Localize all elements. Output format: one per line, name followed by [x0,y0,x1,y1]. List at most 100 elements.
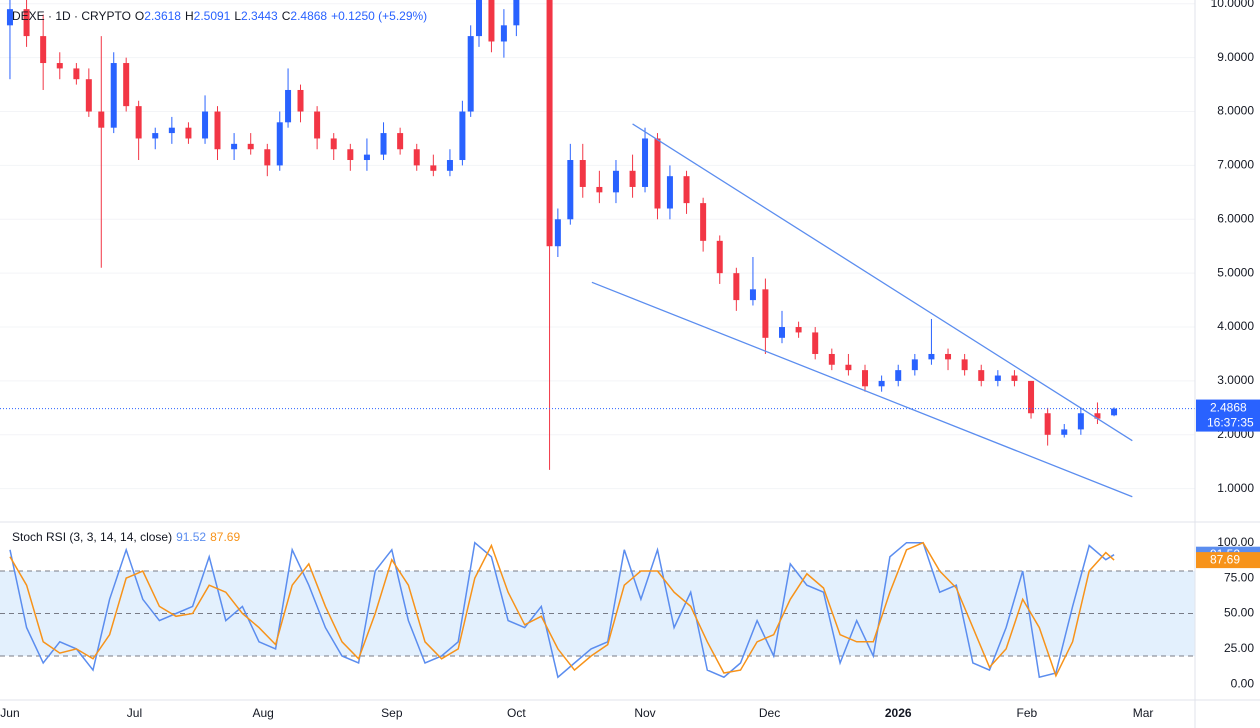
candle-body [297,89,304,112]
d-value: 87.69 [210,530,241,544]
y-tick-label: 4.0000 [1217,319,1254,333]
value: 2.4868 [290,9,328,23]
candle-body [895,370,902,381]
candle-body [40,36,47,64]
candle-body [666,176,673,209]
change: +0.1250 (+5.29%) [331,9,428,23]
y-tick-label: 8.0000 [1217,104,1254,118]
candle-body [1044,413,1051,435]
x-tick-label: Oct [507,706,526,720]
candle-body [596,186,603,193]
candle-body [363,154,370,161]
x-tick-label: Aug [252,706,273,720]
candle-body [716,240,723,274]
candle-body [795,327,802,333]
k-value: 91.52 [176,530,207,544]
candle-body [152,133,159,139]
candle-body [654,138,661,209]
candle-body [683,176,690,204]
candle-body [579,160,586,187]
symbol-legend: DEXE · 1D · CRYPTO O2.3618 H2.5091 L2.34… [12,9,427,23]
ohlc-low: L2.3443 [234,9,277,23]
price-pane [0,0,1195,498]
candle-body [500,25,507,42]
candle-body [978,370,985,381]
ohlc-high: H2.5091 [185,9,230,23]
candle-body [123,63,130,107]
x-tick-label: Mar [1133,706,1154,720]
candle-body [554,219,561,247]
candle-body [629,170,636,187]
indicator-title[interactable]: Stoch RSI (3, 3, 14, 14, close) [12,530,173,544]
countdown: 16:37:35 [1207,416,1254,430]
candle-body [994,375,1001,381]
candle-body [1011,375,1018,381]
candle-body [380,133,387,155]
candle-body [779,327,786,338]
y-tick-label: 6.0000 [1217,211,1254,225]
y-tick-label: 5.0000 [1217,265,1254,279]
candle-body [762,289,769,338]
y-tick-label: 7.0000 [1217,158,1254,172]
candle-body [642,138,649,187]
price-badge-label: 2.4868 [1210,401,1247,415]
label: H [184,9,194,23]
label: L [234,9,242,23]
candle-body [1111,408,1118,416]
candle-body [314,111,321,139]
symbol[interactable]: DEXE · 1D · CRYPTO [12,9,131,23]
candle-body [546,0,553,247]
price-badge [1196,399,1260,432]
candle-body [488,0,495,42]
y-tick-label: 9.0000 [1217,50,1254,64]
x-tick-label: Jun [0,706,19,720]
candle-body [413,149,420,166]
value: 2.3443 [241,9,278,23]
value: 2.5091 [193,9,231,23]
stoch-line [9,541,1115,679]
y-tick-label: 50.00 [1224,606,1254,620]
label: O [134,9,145,23]
candle-body [85,79,92,112]
candle-body [945,353,952,360]
x-tick-label: Jul [127,706,142,720]
candle-body [1061,429,1068,435]
candle-body [878,380,885,387]
candle-body [749,289,756,301]
candle-body [928,353,935,360]
candle-body [231,143,238,150]
indicator-legend: Stoch RSI (3, 3, 14, 14, close) 91.52 87… [12,530,240,544]
candle-body [185,127,192,139]
candle-body [285,89,292,123]
value-badge [1196,552,1260,569]
indicator-pane [0,541,1195,679]
value: 2.3618 [144,9,181,23]
candle-body [56,63,63,69]
candle-body [812,332,819,354]
x-tick-label: Sep [381,706,403,720]
x-tick-label: Nov [634,706,655,720]
candle-body [911,359,918,371]
y-tick-label: 10.0000 [1211,0,1255,10]
candle-body [567,160,574,220]
label: C [281,9,291,23]
y-tick-label: 75.00 [1224,570,1254,584]
candle-body [1028,380,1035,414]
candle-body [828,353,835,365]
candle-body [73,68,80,80]
candle-body [214,111,221,150]
candle-body [1077,413,1084,430]
x-tick-label: Feb [1017,706,1038,720]
candle-body [961,359,968,371]
candle-body [612,170,619,193]
x-tick-label: 2026 [885,706,912,720]
candle-body [845,364,852,371]
y-tick-label: 25.00 [1224,641,1254,655]
candle-body [475,0,482,37]
ohlc-open: O2.3618 [135,9,181,23]
candle-body [446,160,453,171]
candle-body [430,165,437,171]
y-tick-label: 1.0000 [1217,481,1254,495]
